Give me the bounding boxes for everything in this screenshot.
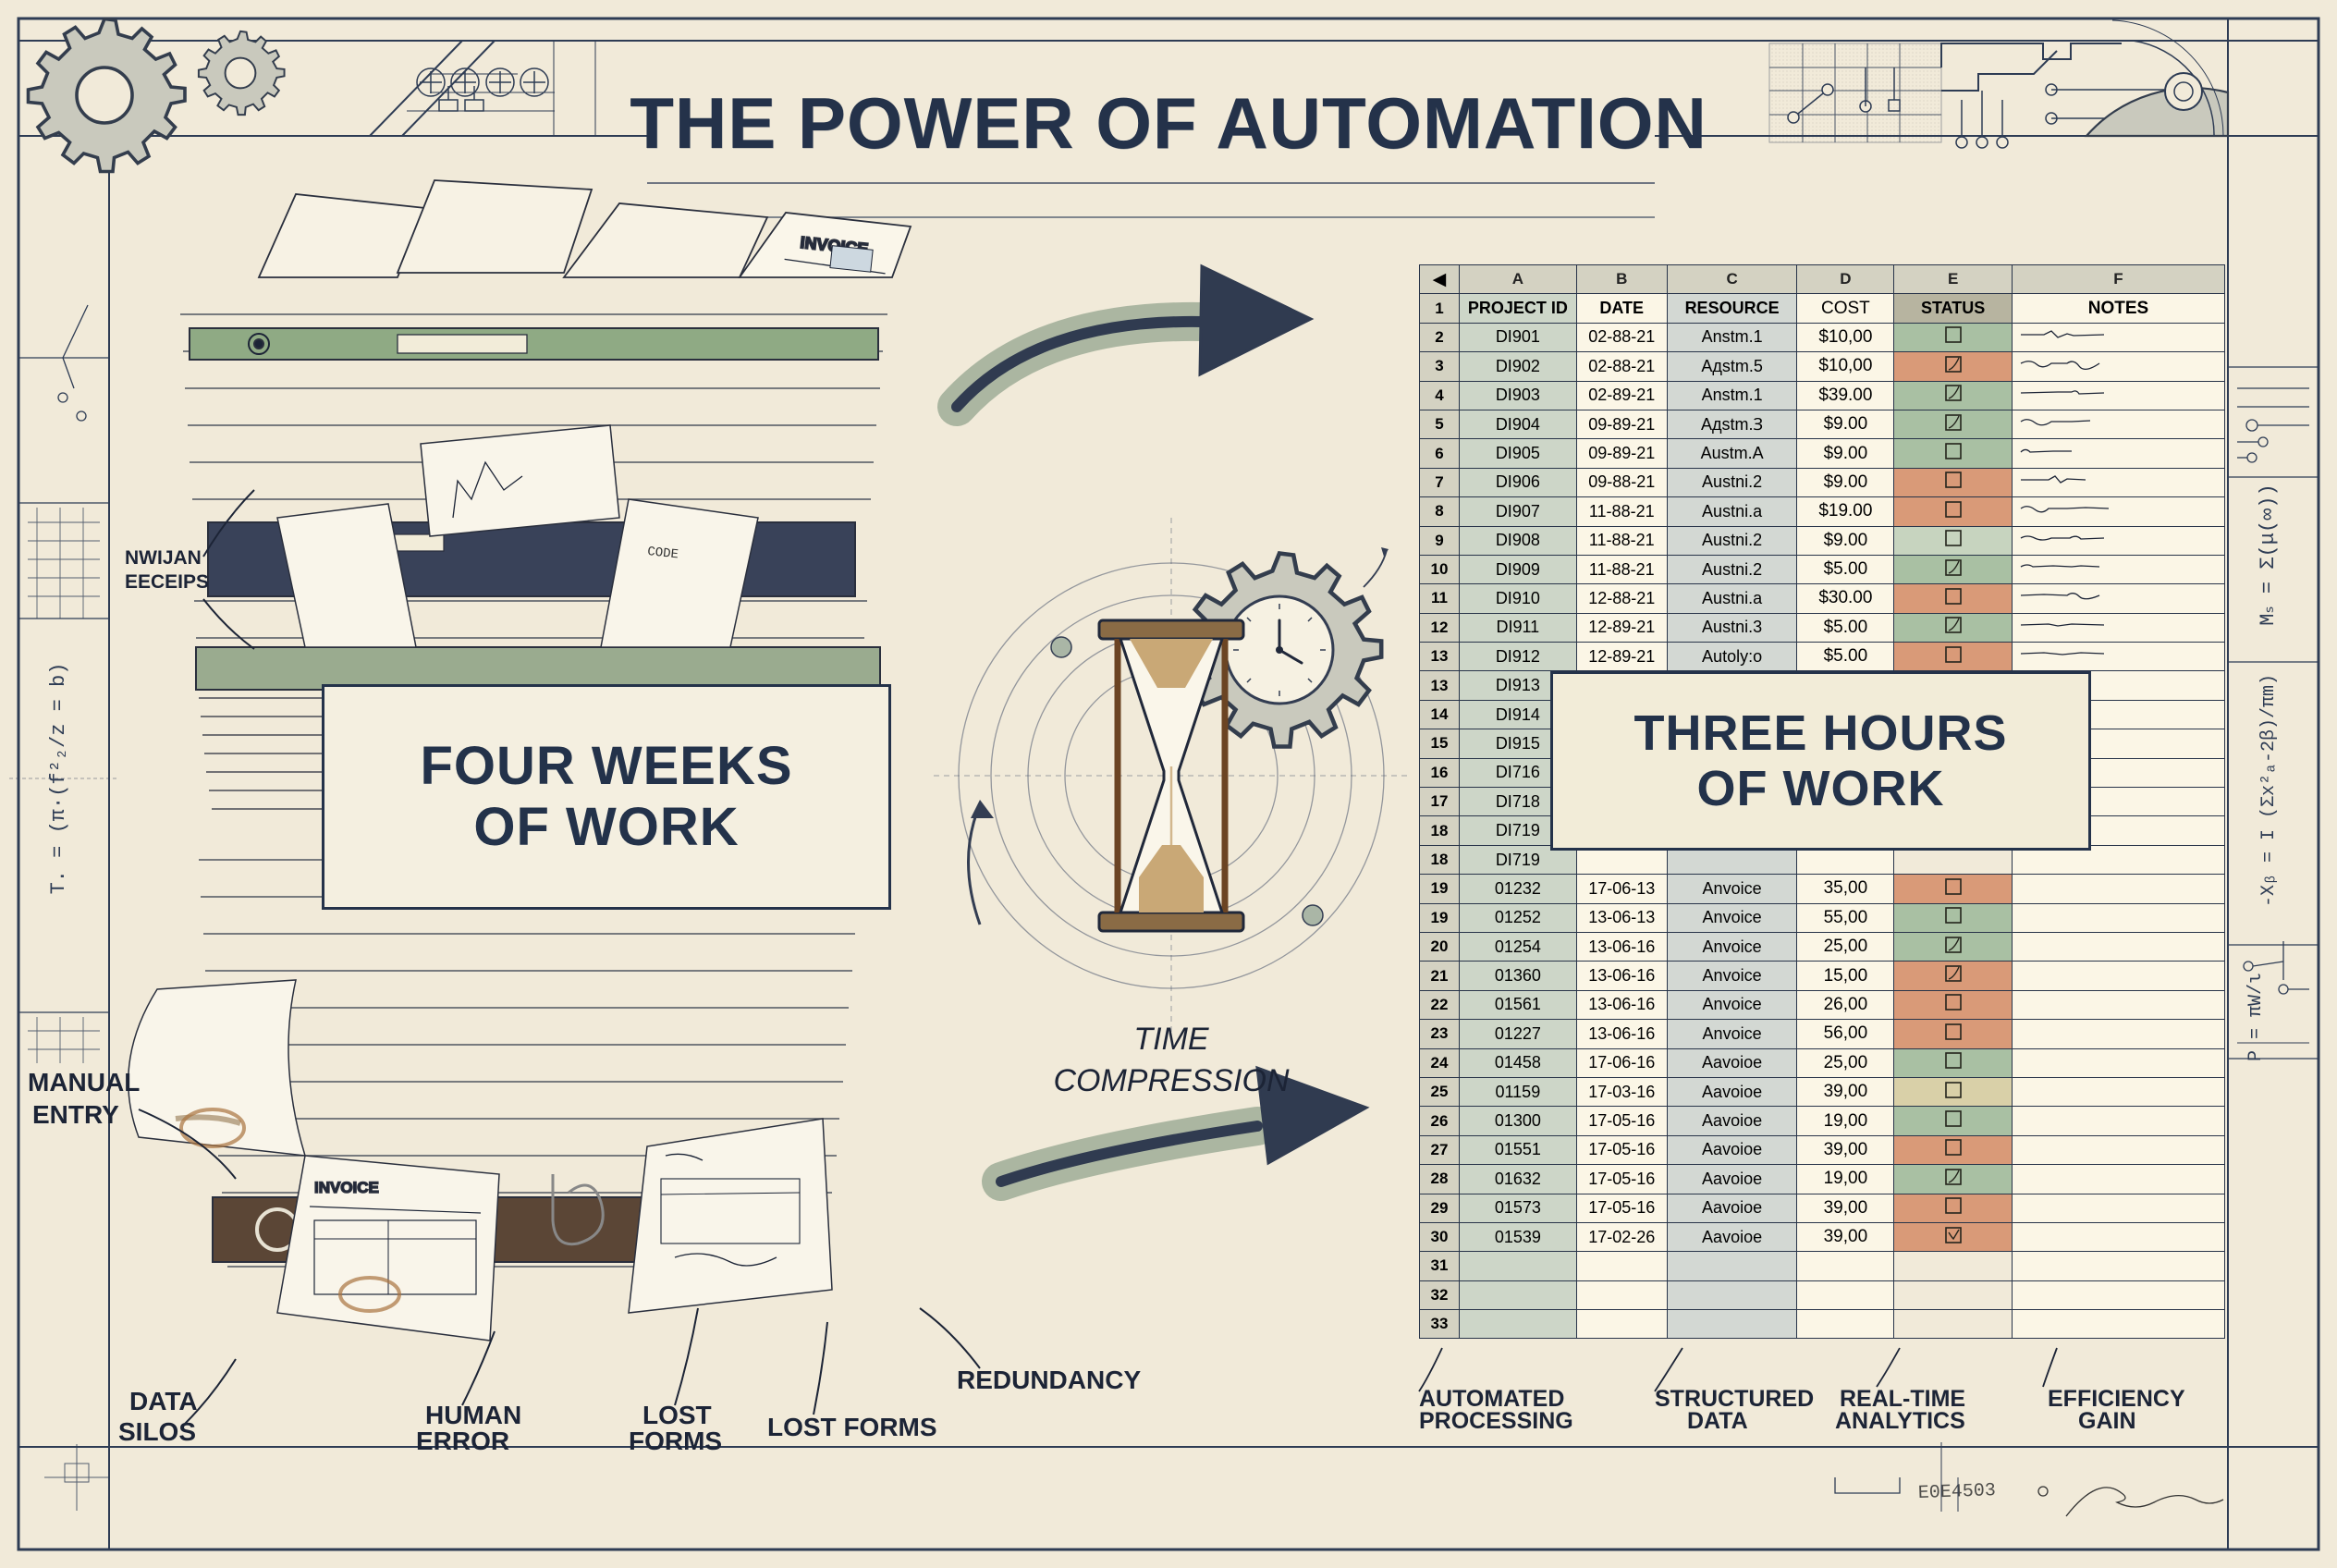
svg-text:COMPRESSION: COMPRESSION bbox=[1053, 1063, 1289, 1098]
svg-text:TIME: TIME bbox=[1133, 1022, 1209, 1057]
